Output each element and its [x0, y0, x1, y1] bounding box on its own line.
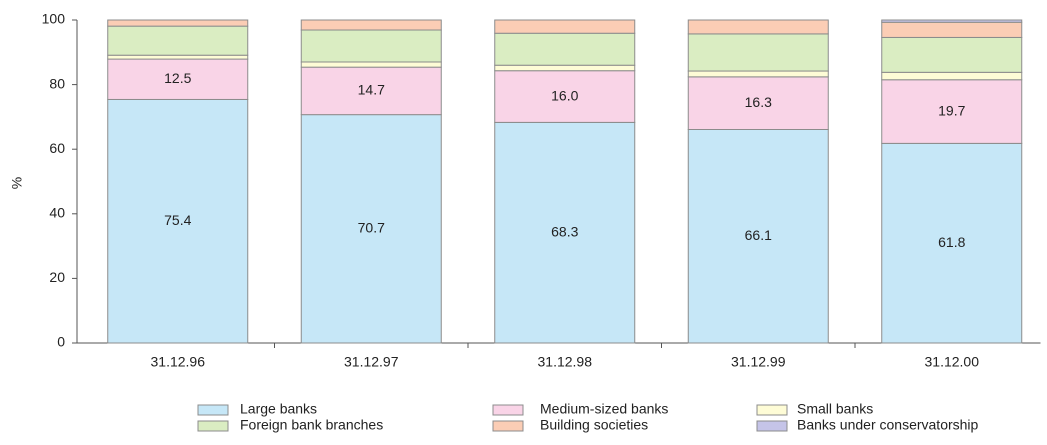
bar-segment [107, 25, 249, 56]
y-tick-label: 40 [49, 205, 65, 221]
x-tick-label: 31.12.00 [925, 354, 980, 370]
y-tick-label: 0 [57, 334, 65, 350]
bar-segment [881, 21, 1023, 38]
y-tick-label: 80 [49, 75, 65, 91]
y-tick-label: 60 [49, 140, 65, 156]
y-tick-label: 100 [42, 11, 66, 27]
bar-segment [494, 19, 636, 34]
y-tick-label: 20 [49, 269, 65, 285]
legend-label: Banks under conservatorship [797, 417, 979, 433]
legend-swatch [197, 404, 229, 416]
bar-segment [494, 32, 636, 66]
data-label: 19.7 [938, 102, 965, 118]
legend-swatch [756, 420, 788, 432]
legend-label: Medium-sized banks [540, 401, 668, 417]
data-label: 16.0 [551, 87, 578, 103]
data-label: 61.8 [938, 234, 965, 250]
legend-label: Large banks [240, 401, 317, 417]
legend-swatch [492, 404, 524, 416]
bar-segment [687, 19, 829, 35]
bar-segment [300, 29, 442, 63]
legend-label: Small banks [797, 401, 873, 417]
legend-label: Foreign bank branches [240, 417, 383, 433]
bar-segment [300, 61, 442, 68]
data-label: 68.3 [551, 223, 578, 239]
bar-segment [494, 121, 636, 344]
data-label: 12.5 [164, 70, 191, 86]
data-label: 70.7 [358, 220, 385, 236]
data-label: 66.1 [745, 227, 772, 243]
bar-segment [881, 79, 1023, 144]
bar-segment [107, 98, 249, 344]
y-axis-label: % [9, 177, 25, 189]
x-tick-label: 31.12.97 [344, 354, 399, 370]
data-label: 14.7 [358, 82, 385, 98]
bar-segment [107, 19, 249, 27]
x-tick-label: 31.12.99 [731, 354, 786, 370]
bar-segment [687, 76, 829, 130]
data-label: 75.4 [164, 212, 191, 228]
bar-segment [881, 71, 1023, 81]
data-label: 16.3 [745, 94, 772, 110]
bar-segment [494, 64, 636, 72]
legend-swatch [197, 420, 229, 432]
legend-swatch [492, 420, 524, 432]
x-tick-label: 31.12.98 [538, 354, 593, 370]
legend-swatch [756, 404, 788, 416]
x-tick-label: 31.12.96 [151, 354, 206, 370]
bar-segment [300, 19, 442, 31]
bar-segment [881, 19, 1023, 23]
bar-segment [687, 70, 829, 78]
bar-segment [881, 36, 1023, 73]
bar-segment [107, 54, 249, 60]
bar-segment [494, 70, 636, 123]
bar-segment [687, 128, 829, 344]
bar-segment [687, 33, 829, 72]
legend-label: Building societies [540, 417, 648, 433]
